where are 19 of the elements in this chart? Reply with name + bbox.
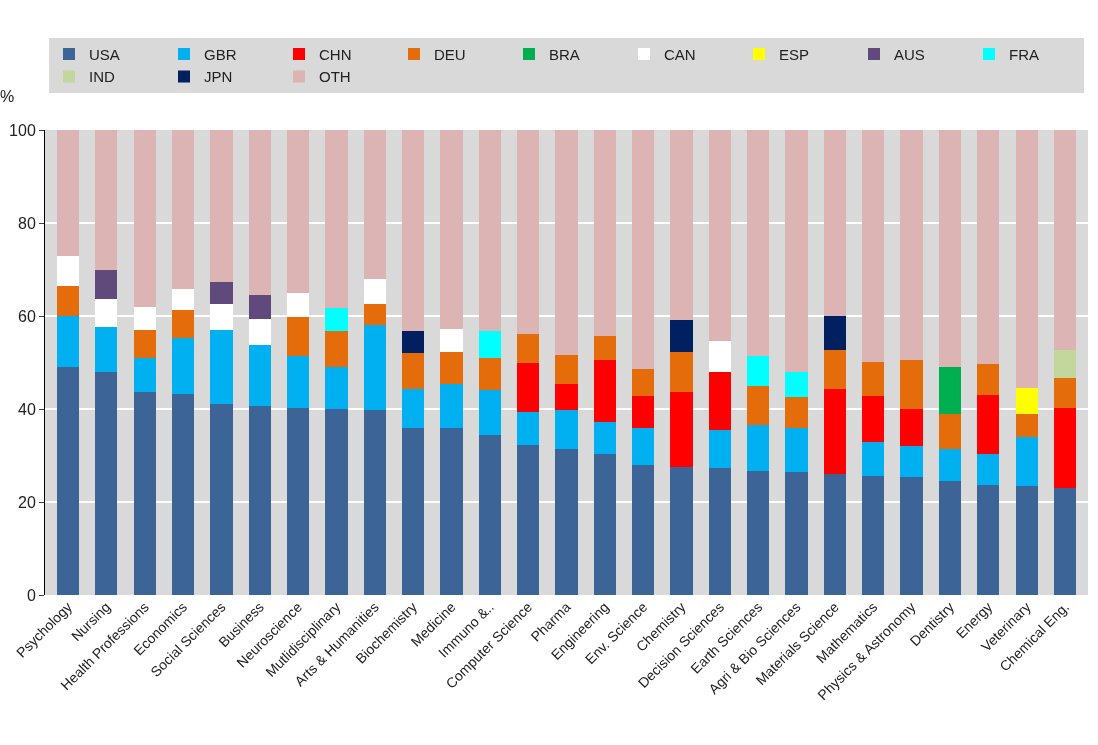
y-tick-label: 20 <box>18 493 36 511</box>
y-tick-label: 80 <box>18 214 36 232</box>
legend-label: BRA <box>549 45 580 63</box>
y-tick-label: 40 <box>18 400 36 418</box>
y-tick-label: 100 <box>9 121 36 139</box>
y-tick-label: 0 <box>26 586 36 604</box>
legend-label: DEU <box>434 45 466 63</box>
legend-label: IND <box>89 68 115 86</box>
legend-label: FRA <box>1009 45 1039 63</box>
y-axis-title: % <box>0 88 15 105</box>
y-tick-label: 60 <box>18 307 36 325</box>
legend-label: USA <box>89 45 120 63</box>
legend-label: CAN <box>664 45 696 63</box>
legend-label: AUS <box>894 45 925 63</box>
legend-label: GBR <box>204 45 237 63</box>
legend-label: JPN <box>204 68 233 86</box>
legend-label: OTH <box>319 68 351 86</box>
legend-label: CHN <box>319 45 352 63</box>
legend-label: ESP <box>779 45 810 63</box>
